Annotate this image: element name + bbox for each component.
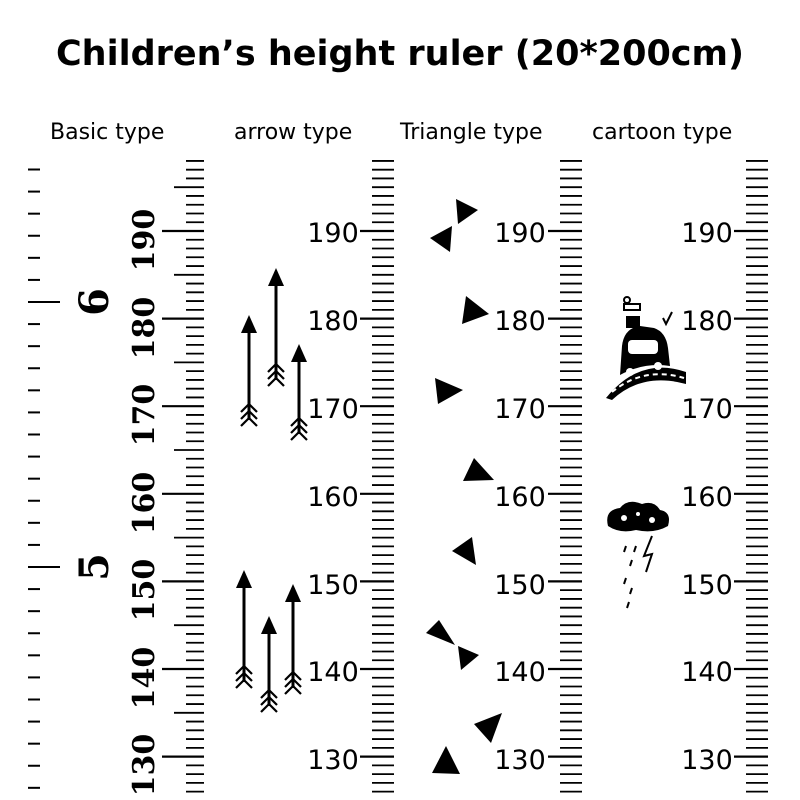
triangle-label-130: 130 xyxy=(494,745,546,776)
basic-label-170: 170 xyxy=(127,384,162,447)
triangle-icon xyxy=(452,537,476,565)
cartoon-label-140: 140 xyxy=(681,657,733,688)
arrow-label-150: 150 xyxy=(307,570,359,601)
triangle-label-140: 140 xyxy=(494,657,546,688)
arrow-label-180: 180 xyxy=(307,306,359,337)
arrow-icon xyxy=(267,268,285,387)
basic-label-150: 150 xyxy=(127,559,162,622)
cartoon-label-150: 150 xyxy=(681,570,733,601)
cartoon-label-160: 160 xyxy=(681,482,733,513)
triangle-icon xyxy=(462,296,489,324)
triangle-ruler: 190 180 170 160 150 140 130 xyxy=(426,160,582,793)
label-cartoon-type: cartoon type xyxy=(592,120,733,145)
triangle-label-150: 150 xyxy=(494,570,546,601)
arrow-icon xyxy=(284,584,302,695)
triangle-icon xyxy=(463,458,494,481)
arrow-icon xyxy=(290,344,308,441)
cartoon-ruler-ticks xyxy=(734,160,768,793)
cartoon-label-180: 180 xyxy=(681,306,733,337)
basic-label-190: 190 xyxy=(127,209,162,272)
basic-label-160: 160 xyxy=(127,472,162,535)
label-triangle-type: Triangle type xyxy=(400,120,543,145)
basic-cm-ticks xyxy=(162,160,204,793)
bowtie-icon xyxy=(426,620,455,645)
triangle-decorations xyxy=(426,199,502,774)
arrow-label-140: 140 xyxy=(307,657,359,688)
foot-label-6: 6 xyxy=(71,288,118,316)
arrow-ruler: 190 180 170 160 150 140 130 xyxy=(235,160,394,793)
page-title: Children’s height ruler (20*200cm) xyxy=(55,34,745,74)
bowtie-icon xyxy=(456,199,478,224)
arrow-icon xyxy=(260,616,278,713)
arrow-icon xyxy=(235,570,253,689)
cartoon-label-170: 170 xyxy=(681,394,733,425)
bowtie-icon xyxy=(430,226,452,252)
triangle-label-190: 190 xyxy=(494,218,546,249)
arrow-label-130: 130 xyxy=(307,745,359,776)
arrow-label-170: 170 xyxy=(307,394,359,425)
triangle-icon xyxy=(435,378,463,404)
triangle-icon xyxy=(474,713,502,743)
storm-cloud-icon xyxy=(607,501,669,609)
arrow-ruler-ticks xyxy=(360,160,394,793)
triangle-label-160: 160 xyxy=(494,482,546,513)
arrow-label-160: 160 xyxy=(307,482,359,513)
basic-inch-dashes xyxy=(28,168,60,789)
basic-label-180: 180 xyxy=(127,297,162,360)
car-on-hill-icon xyxy=(606,296,686,400)
triangle-icon xyxy=(432,746,460,774)
label-arrow-type: arrow type xyxy=(234,120,353,145)
basic-label-130: 130 xyxy=(127,734,162,797)
triangle-label-180: 180 xyxy=(494,306,546,337)
cartoon-label-190: 190 xyxy=(681,218,733,249)
label-basic-type: Basic type xyxy=(50,120,165,145)
bowtie-icon xyxy=(458,646,479,670)
triangle-label-170: 170 xyxy=(494,394,546,425)
basic-label-140: 140 xyxy=(127,647,162,710)
arrow-decorations xyxy=(235,268,308,713)
triangle-ruler-ticks xyxy=(548,160,582,793)
basic-ruler: 6 5 190 180 170 160 150 140 130 xyxy=(28,160,204,797)
cartoon-ruler: 190 180 170 160 150 140 130 xyxy=(606,160,768,793)
arrow-label-190: 190 xyxy=(307,218,359,249)
cartoon-label-130: 130 xyxy=(681,745,733,776)
foot-label-5: 5 xyxy=(71,553,118,581)
arrow-icon xyxy=(240,315,258,427)
